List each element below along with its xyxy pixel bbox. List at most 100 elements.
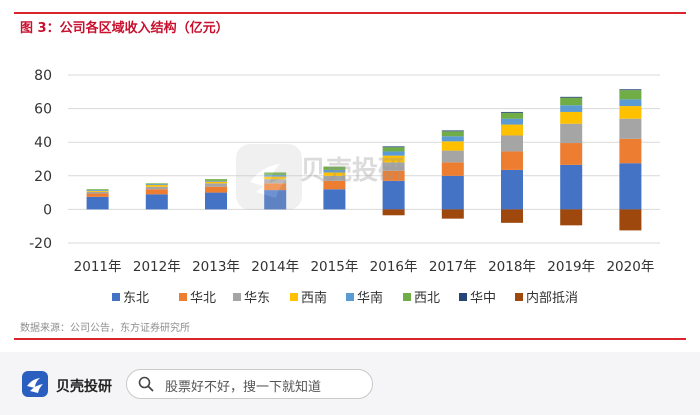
legend-label: 西北 [414,291,440,306]
bar-segment [323,172,346,176]
bar-segment [264,183,287,191]
watermark-logo [236,144,302,214]
bar-segment [619,89,642,91]
bar-segment [382,162,405,171]
bar-segment [619,209,642,231]
bar-segment [441,150,464,163]
legend-label: 华北 [190,291,216,306]
legend-label: 西南 [301,290,327,306]
bar-segment [205,180,227,182]
bar-segment [441,130,464,132]
bar-segment [145,194,168,210]
bar-segment [264,174,287,177]
bar-segment [501,151,523,170]
brand-logo-icon[interactable] [22,371,48,397]
legend-label: 华南 [357,290,383,306]
bar-segment [441,175,464,210]
bar-segment [145,189,168,195]
bar-segment [86,190,109,191]
footer-bar: 贝壳投研 股票好不好，搜一下就知道 [0,352,700,415]
bar-segment [560,96,583,98]
bar-segment [560,97,583,106]
top-rule [14,12,686,14]
bar-segment [501,135,523,152]
bar-segment [205,179,227,181]
bar-segment [441,209,464,219]
bar-segment [619,90,642,100]
legend-swatch [112,293,120,301]
bar-segment [145,184,168,186]
legend-swatch [459,293,467,301]
bar-segment [323,189,346,210]
search-placeholder: 股票好不好，搜一下就知道 [165,380,322,395]
bar-segment [619,138,642,164]
bar-segment [441,141,464,151]
bar-segment [441,136,464,142]
bar-segment [441,131,464,137]
bar-segment [382,147,405,152]
legend-swatch [515,293,523,301]
legend-swatch [179,293,187,301]
legend-swatch [403,293,411,301]
bar-segment [264,176,287,180]
bar-segment [501,169,523,210]
bar-segment [560,123,583,144]
bar-segment [382,170,405,181]
x-tick-label: 2014年 [251,259,299,275]
legend-label: 内部抵消 [526,290,578,306]
brand-name[interactable]: 贝壳投研 [56,379,112,395]
bar-segment [86,191,109,194]
x-tick-label: 2020年 [606,259,654,275]
stacked-bar-chart: 80 60 40 20 0 -20 2011年 2012年 2013年 2014年 2015年 201… [29,68,660,306]
bar-segment [86,189,109,191]
bar-segment [264,172,287,175]
search-input[interactable]: 股票好不好，搜一下就知道 [126,369,373,399]
bar-segment [382,155,405,163]
x-tick-label: 2011年 [74,259,122,275]
bar-segment [619,106,642,119]
x-tick-label: 2013年 [192,259,240,275]
legend-swatch [290,293,298,301]
bar-segment [205,192,227,210]
bar-segment [560,111,583,124]
bar-segment [560,105,583,112]
bar-segment [323,169,346,173]
data-source: 数据来源：公司公告，东方证券研究所 [20,323,190,334]
bar-segment [205,186,227,193]
y-tick-label: 20 [34,169,52,185]
y-tick-label: 60 [34,102,52,118]
bar-segment [619,99,642,107]
bar-segment [323,166,346,170]
bar-segment [501,112,523,119]
y-tick-label: 80 [34,68,52,84]
legend-label: 华中 [470,291,496,306]
x-tick-label: 2012年 [133,259,181,275]
bottom-rule [14,338,686,340]
bar-segment [205,183,227,187]
bar-segment [501,118,523,125]
bar-segment [441,162,464,176]
x-tick-label: 2018年 [488,259,536,275]
bar-segment [501,209,523,223]
bar-segment [560,143,583,165]
x-tick-label: 2019年 [547,259,595,275]
bar-segment [501,111,523,113]
bar-segment [145,183,168,185]
bar-segment [205,181,227,184]
bar-segment [382,209,405,216]
bar-segment [501,124,523,136]
bar-segment [619,118,642,139]
bar-segment [86,190,109,192]
legend-label: 华东 [244,291,270,306]
chart-title: 图 3：公司各区域收入结构（亿元） [20,21,229,36]
y-tick-label: -20 [29,236,52,252]
watermark-text: 贝壳投研 [300,156,405,186]
y-tick-label: 40 [34,135,52,151]
bar-segment [382,146,405,148]
bar-segment [619,163,642,210]
bar-segment [382,180,405,210]
bar-segment [264,190,287,210]
bar-segment [264,179,287,184]
bar-segment [86,193,109,197]
x-tick-label: 2015年 [310,259,358,275]
